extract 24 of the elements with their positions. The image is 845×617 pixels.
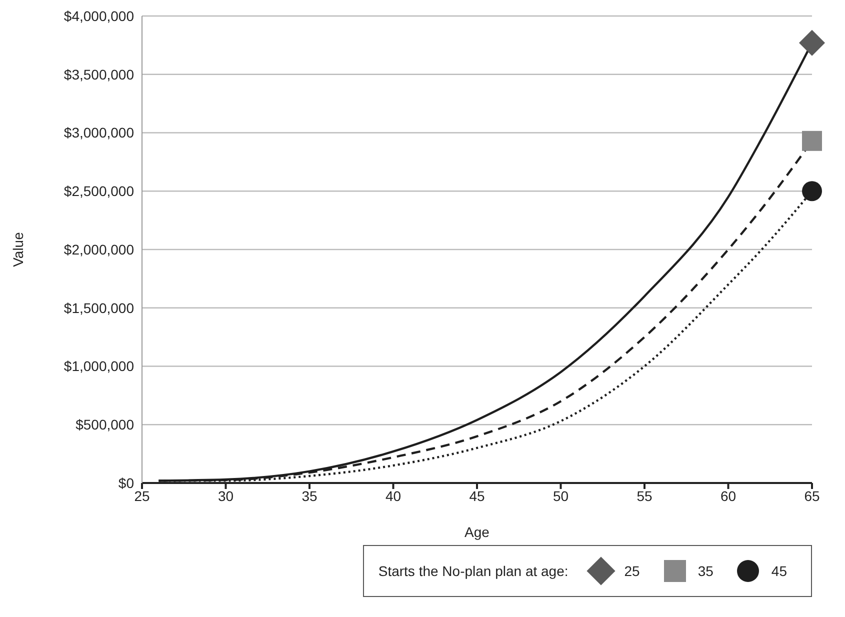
x-tick-label: 45 — [469, 488, 485, 504]
x-tick-label: 30 — [218, 488, 234, 504]
legend-label: 35 — [698, 563, 714, 579]
y-tick-label: $0 — [118, 474, 134, 491]
x-axis-title: Age — [464, 524, 490, 540]
x-tick-label: 60 — [720, 488, 736, 504]
y-tick-label: $4,000,000 — [64, 8, 134, 24]
x-tick-label: 35 — [302, 488, 318, 504]
x-tick-label: 55 — [636, 488, 652, 504]
y-tick-label: $1,500,000 — [64, 300, 134, 316]
y-axis-title: Value — [10, 232, 26, 267]
y-tick-label: $2,000,000 — [64, 241, 134, 258]
y-tick-label: $1,000,000 — [64, 358, 134, 374]
legend-title: Starts the No-plan plan at age: — [378, 563, 568, 579]
y-tick-label: $3,500,000 — [64, 66, 134, 82]
x-tick-label: 65 — [804, 488, 820, 504]
x-tick-label: 40 — [385, 488, 402, 504]
y-tick-label: $3,000,000 — [64, 124, 134, 141]
x-tick-label: 50 — [552, 488, 569, 504]
y-tick-label: $500,000 — [76, 416, 134, 433]
legend-label: 25 — [624, 563, 640, 579]
y-tick-label: $2,500,000 — [64, 183, 134, 200]
legend-label: 45 — [771, 563, 787, 579]
x-tick-label: 25 — [134, 488, 150, 504]
